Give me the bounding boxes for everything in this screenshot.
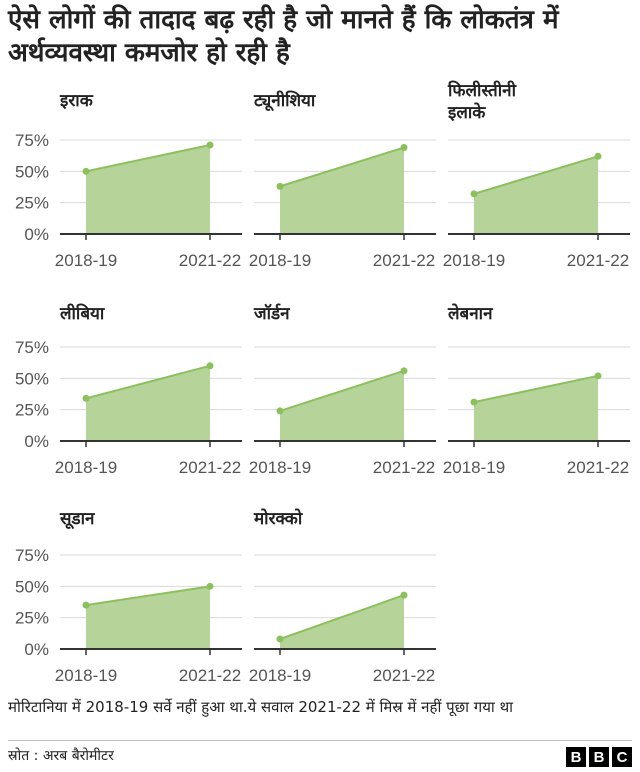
panel-0-series-line <box>85 144 211 173</box>
panel-1-point-2021-22 <box>400 144 408 152</box>
footer-divider <box>8 740 632 741</box>
panel-3-series-line <box>85 364 211 400</box>
panel-2-point-2018-19 <box>470 190 478 198</box>
panel-6-x-tick-label-1: 2021-22 <box>179 666 241 685</box>
panel-1-title: ट्यूनीशिया <box>253 90 316 112</box>
panel-6-point-2021-22 <box>206 582 214 590</box>
footnote: मोरिटानिया में 2018-19 सर्वे नहीं हुआ था… <box>8 698 514 716</box>
panel-1-area <box>280 147 404 234</box>
panel-7-point-2021-22 <box>400 591 408 599</box>
panel-0-y-tick-label-3: 0% <box>24 225 49 244</box>
panel-3-y-tick-label-0: 75% <box>15 338 49 357</box>
panel-5-x-tick-label-1: 2021-22 <box>567 458 629 477</box>
panel-0-y-tick-label-0: 75% <box>15 131 49 150</box>
panel-0-x-tick-label-0: 2018-19 <box>55 251 117 270</box>
panel-7-area <box>280 595 404 649</box>
panel-5-x-tick-label-0: 2018-19 <box>443 458 505 477</box>
panel-0-x-tick-label-1: 2021-22 <box>179 251 241 270</box>
logo-letter-b2: B <box>589 747 609 767</box>
panel-4-x-tick-label-0: 2018-19 <box>249 458 311 477</box>
panel-6-area <box>86 586 210 649</box>
panel-0-y-tick-label-1: 50% <box>15 162 49 181</box>
panel-1-x-tick-label-1: 2021-22 <box>373 251 435 270</box>
panel-5-title: लेबनान <box>447 303 493 324</box>
panel-7-point-2018-19 <box>276 635 284 643</box>
panel-2-series-line <box>473 155 599 195</box>
panel-3-area <box>86 365 210 441</box>
panel-7-title: मोरक्को <box>253 508 303 529</box>
panel-4-series-line <box>279 369 405 412</box>
panel-3-y-tick-label-3: 0% <box>24 432 49 451</box>
panel-5-area <box>474 375 598 441</box>
panel-6-x-tick-label-0: 2018-19 <box>55 666 117 685</box>
panel-4-area <box>280 370 404 441</box>
panel-7-series-line <box>279 594 405 640</box>
panel-0-point-2018-19 <box>82 167 90 175</box>
panel-3-x-tick-label-0: 2018-19 <box>55 458 117 477</box>
panel-6-y-tick-label-1: 50% <box>15 577 49 596</box>
panel-6-point-2018-19 <box>82 601 90 609</box>
panel-2-point-2021-22 <box>594 152 602 160</box>
panel-0-title: इराक <box>59 91 94 111</box>
panel-0-y-tick-label-2: 25% <box>15 194 49 213</box>
bbc-logo: B B C <box>566 747 632 767</box>
panel-4-x-tick-label-1: 2021-22 <box>373 458 435 477</box>
panel-1-x-tick-label-0: 2018-19 <box>249 251 311 270</box>
panel-6-series-line <box>85 585 211 607</box>
panel-2-x-tick-label-1: 2021-22 <box>567 251 629 270</box>
panel-2-title: फिलीस्तीनी इलाके <box>447 80 517 123</box>
panel-0-area <box>86 145 210 234</box>
logo-letter-b1: B <box>566 747 586 767</box>
panel-1-series-line <box>279 146 405 188</box>
panel-6-y-tick-label-0: 75% <box>15 546 49 565</box>
panel-7-x-tick-label-1: 2021-22 <box>373 666 435 685</box>
panel-2-x-tick-label-0: 2018-19 <box>443 251 505 270</box>
chart-title: ऐसे लोगों की तादाद बढ़ रही है जो मानते ह… <box>8 5 559 68</box>
panel-4-title: जॉर्डन <box>253 303 290 324</box>
panel-3-y-tick-label-1: 50% <box>15 369 49 388</box>
panel-0-point-2021-22 <box>206 141 214 149</box>
panel-3-y-tick-label-2: 25% <box>15 401 49 420</box>
panel-1-point-2018-19 <box>276 182 284 190</box>
panel-5-point-2018-19 <box>470 398 478 406</box>
panel-3-x-tick-label-1: 2021-22 <box>179 458 241 477</box>
panel-6-y-tick-label-3: 0% <box>24 640 49 659</box>
panel-6-y-tick-label-2: 25% <box>15 609 49 628</box>
source-text: स्रोत : अरब बैरोमीटर <box>8 748 114 764</box>
panel-6-title: सूडान <box>59 509 95 530</box>
panel-5-point-2021-22 <box>594 372 602 380</box>
panel-4-point-2021-22 <box>400 367 408 375</box>
panel-3-point-2021-22 <box>206 362 214 370</box>
panel-5-series-line <box>473 374 599 404</box>
panel-3-title: लीबिया <box>59 303 105 324</box>
panel-4-point-2018-19 <box>276 407 284 415</box>
panel-7-x-tick-label-0: 2018-19 <box>249 666 311 685</box>
panel-2-area <box>474 156 598 234</box>
panel-3-point-2018-19 <box>82 394 90 402</box>
logo-letter-c: C <box>612 747 632 767</box>
